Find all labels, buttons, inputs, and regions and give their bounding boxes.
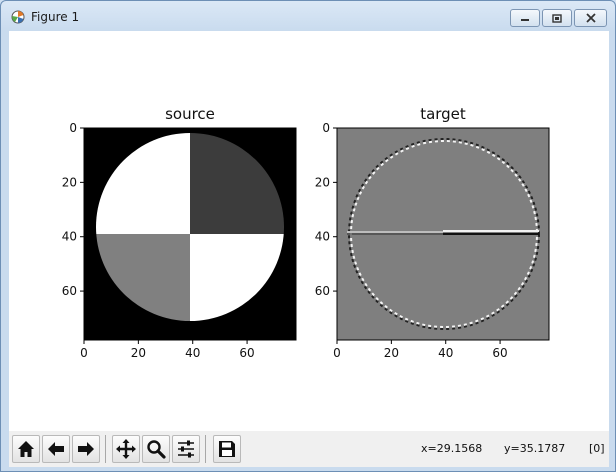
source-y-tick-label: 60 xyxy=(62,284,77,298)
forward-icon xyxy=(78,442,94,456)
minimize-button[interactable] xyxy=(510,9,540,27)
target-y-axis: 0 20 40 60 xyxy=(315,121,337,298)
source-x-tick-label: 0 xyxy=(80,346,88,360)
target-title: target xyxy=(420,105,466,123)
source-y-axis: 0 20 40 60 xyxy=(62,121,84,298)
source-y-tick-label: 0 xyxy=(69,121,77,135)
pixel-value-readout: [0] xyxy=(589,442,605,455)
source-y-tick-label: 40 xyxy=(62,230,77,244)
target-x-axis: 0 20 40 60 xyxy=(333,340,508,360)
x-coordinate-readout: x=29.1568 xyxy=(421,442,483,455)
forward-button[interactable] xyxy=(72,435,100,463)
pan-button[interactable] xyxy=(112,435,140,463)
y-coordinate-readout: y=35.1787 xyxy=(504,442,566,455)
target-x-tick-label: 0 xyxy=(333,346,341,360)
save-icon xyxy=(219,441,235,457)
figure-canvas[interactable]: source 0 20 40 60 0 20 40 60 target xyxy=(9,31,609,431)
target-y-tick-label: 40 xyxy=(315,230,330,244)
home-button[interactable] xyxy=(12,435,40,463)
toolbar-separator xyxy=(205,435,206,463)
zoom-button[interactable] xyxy=(142,435,170,463)
configure-subplots-icon xyxy=(178,440,194,458)
source-x-tick-label: 40 xyxy=(185,346,200,360)
target-image xyxy=(336,127,550,341)
source-image xyxy=(83,127,297,341)
configure-subplots-button[interactable] xyxy=(172,435,200,463)
source-y-tick-label: 20 xyxy=(62,175,77,189)
source-x-tick-label: 60 xyxy=(239,346,254,360)
pan-icon xyxy=(116,439,136,459)
close-icon xyxy=(585,13,596,23)
matplotlib-icon xyxy=(11,10,25,24)
back-button[interactable] xyxy=(42,435,70,463)
title-bar: Figure 1 xyxy=(1,1,615,31)
target-y-tick-label: 0 xyxy=(322,121,330,135)
source-panel: source 0 20 40 60 0 20 40 60 xyxy=(62,105,297,360)
source-title: source xyxy=(165,105,215,123)
target-y-tick-label: 20 xyxy=(315,175,330,189)
maximize-button[interactable] xyxy=(542,9,572,27)
close-button[interactable] xyxy=(574,9,607,27)
target-x-tick-label: 60 xyxy=(492,346,507,360)
target-panel: target 0 20 40 60 0 20 40 60 xyxy=(315,105,550,360)
toolbar-separator xyxy=(105,435,106,463)
source-x-tick-label: 20 xyxy=(131,346,146,360)
zoom-icon xyxy=(147,440,166,459)
source-x-axis: 0 20 40 60 xyxy=(80,340,255,360)
target-x-tick-label: 20 xyxy=(384,346,399,360)
home-icon xyxy=(18,441,34,457)
navigation-toolbar: x=29.1568 y=35.1787 [0] xyxy=(9,431,609,467)
maximize-icon xyxy=(552,13,562,23)
window-title: Figure 1 xyxy=(31,10,80,24)
target-x-tick-label: 40 xyxy=(438,346,453,360)
minimize-icon xyxy=(521,19,529,21)
save-button[interactable] xyxy=(213,435,241,463)
back-icon xyxy=(48,442,64,456)
target-y-tick-label: 60 xyxy=(315,284,330,298)
